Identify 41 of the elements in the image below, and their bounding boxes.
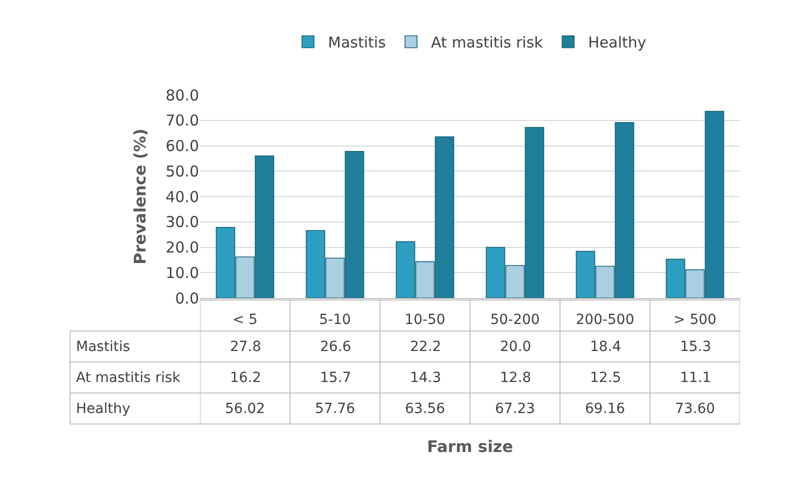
x-tick-label: 200-500 bbox=[576, 312, 634, 328]
data-label: 14.3 bbox=[410, 370, 442, 386]
y-tick-label: 30.0 bbox=[166, 213, 199, 232]
data-label: 15.7 bbox=[320, 370, 352, 386]
data-label: 69.16 bbox=[585, 401, 626, 417]
x-tick-label: 50-200 bbox=[490, 312, 540, 328]
text: Mastitis bbox=[76, 339, 130, 355]
y-tick-label: 70.0 bbox=[166, 112, 199, 130]
x-tick-label: 10-50 bbox=[404, 312, 446, 328]
y-tick-label: 60.0 bbox=[166, 137, 199, 155]
legend-label: Healthy bbox=[588, 34, 646, 52]
y-axis-title: Prevalence (%) bbox=[130, 128, 150, 264]
data-label: 73.60 bbox=[675, 401, 716, 417]
data-label: 15.3 bbox=[680, 339, 712, 355]
y-tick-label: 20.0 bbox=[166, 238, 199, 256]
data-label: 18.4 bbox=[590, 339, 622, 355]
data-label: 16.2 bbox=[230, 370, 262, 386]
legend-label: Mastitis bbox=[328, 34, 386, 52]
data-label: 56.02 bbox=[225, 401, 266, 417]
data-label: 11.1 bbox=[680, 370, 712, 386]
text: Farm size bbox=[427, 437, 514, 456]
x-tick-label: 5-10 bbox=[319, 312, 351, 328]
data-label: 22.2 bbox=[410, 339, 442, 355]
data-label: 26.6 bbox=[320, 339, 352, 355]
y-tick-label: 0.0 bbox=[175, 289, 199, 308]
y-tick-label: 80.0 bbox=[166, 86, 199, 104]
legend-label: At mastitis risk bbox=[431, 34, 544, 52]
data-label: 63.56 bbox=[405, 401, 446, 417]
data-label: 67.23 bbox=[495, 401, 536, 417]
x-tick-label: > 500 bbox=[674, 312, 716, 328]
data-label: 27.8 bbox=[230, 339, 262, 355]
y-tick-label: 50.0 bbox=[166, 162, 199, 180]
data-label: 12.8 bbox=[500, 370, 532, 386]
x-tick-label: < 5 bbox=[232, 312, 258, 328]
data-label: 20.0 bbox=[500, 339, 532, 355]
data-label: 12.5 bbox=[590, 370, 622, 386]
y-tick-label: 40.0 bbox=[166, 188, 199, 206]
text: Healthy bbox=[76, 401, 130, 417]
data-label: 57.76 bbox=[315, 401, 356, 417]
text: At mastitis risk bbox=[76, 370, 180, 386]
y-tick-label: 10.0 bbox=[166, 264, 199, 282]
